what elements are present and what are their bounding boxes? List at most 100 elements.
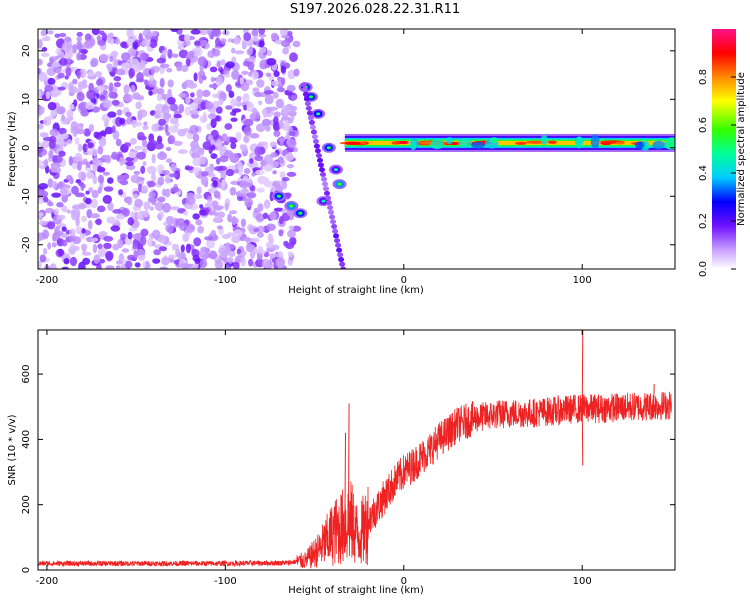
noise-blob: [227, 257, 234, 264]
trace-smear: [308, 120, 315, 126]
noise-blob: [220, 38, 227, 44]
spectrogram-x-ticks: -200 -100 0 100: [36, 29, 592, 286]
noise-blob: [103, 186, 114, 192]
noise-blob: [142, 261, 147, 268]
noise-blob: [223, 249, 229, 258]
noise-blob: [55, 230, 64, 236]
noise-blob: [78, 261, 86, 269]
noise-blob: [199, 204, 204, 209]
noise-blob: [275, 98, 284, 109]
noise-blob: [165, 146, 172, 152]
noise-blob: [107, 33, 112, 44]
trace-smear: [300, 82, 307, 88]
noise-blob: [137, 109, 148, 118]
noise-blob: [280, 65, 286, 74]
noise-blob: [221, 178, 226, 189]
noise-blob: [262, 108, 268, 119]
tone-bulge: [635, 141, 645, 149]
noise-blob: [38, 68, 41, 75]
noise-blob: [128, 67, 136, 78]
noise-blob: [73, 156, 83, 162]
noise-blob: [42, 229, 50, 240]
noise-blob: [103, 235, 114, 242]
noise-blob: [134, 262, 141, 268]
trace-smear: [329, 214, 336, 220]
noise-blob: [220, 170, 227, 180]
noise-blob: [243, 134, 250, 144]
noise-blob: [38, 220, 48, 226]
noise-blob: [258, 29, 266, 35]
noise-blob: [199, 209, 207, 216]
noise-blob: [140, 165, 146, 174]
noise-blob: [290, 115, 295, 121]
trace-smear: [328, 209, 335, 215]
noise-blob: [189, 124, 199, 135]
noise-blob: [87, 220, 93, 230]
noise-blob: [242, 236, 252, 242]
noise-blob: [151, 229, 161, 239]
noise-blob: [258, 40, 265, 48]
noise-blob: [267, 233, 273, 242]
noise-blob: [192, 133, 200, 143]
tone-hotspot: [391, 141, 400, 145]
y-tick-label: -20: [21, 237, 32, 253]
noise-blob: [253, 227, 260, 233]
noise-blob: [92, 174, 98, 185]
noise-blob: [141, 185, 148, 193]
noise-blob: [210, 153, 218, 160]
y-tick-label: -10: [21, 188, 32, 204]
noise-blob: [229, 187, 237, 196]
noise-blob: [212, 93, 220, 98]
noise-blob: [76, 36, 83, 42]
noise-blob: [41, 47, 48, 52]
noise-blob: [40, 29, 48, 37]
tone-bulge: [430, 139, 444, 150]
noise-blob: [197, 225, 205, 234]
noise-blob: [56, 202, 64, 208]
noise-blob: [47, 242, 52, 250]
noise-blob: [143, 201, 151, 210]
noise-blob: [140, 228, 149, 237]
noise-blob: [98, 137, 107, 147]
noise-blob: [221, 133, 228, 143]
noise-blob: [288, 131, 296, 137]
noise-blob: [68, 156, 73, 166]
noise-blob: [110, 71, 116, 77]
noise-blob: [75, 217, 80, 227]
tone-band: [344, 140, 675, 145]
noise-blob: [85, 161, 91, 169]
noise-blob: [233, 36, 241, 45]
noise-blob: [240, 218, 246, 228]
noise-blob: [269, 212, 277, 221]
trace-smear: [323, 186, 330, 192]
noise-blob: [170, 103, 179, 112]
noise-blob: [159, 77, 165, 88]
noise-blob: [102, 171, 110, 176]
noise-blob: [38, 39, 43, 49]
noise-blob: [166, 158, 172, 164]
noise-blob: [259, 46, 267, 54]
noise-blob: [90, 59, 97, 68]
noise-blob: [115, 38, 121, 45]
noise-blob: [154, 201, 165, 211]
noise-blob: [112, 209, 122, 214]
noise-blob: [51, 242, 57, 248]
noise-blob: [281, 177, 290, 182]
noise-blob: [159, 63, 170, 69]
noise-blob: [102, 90, 108, 95]
noise-blob: [255, 169, 265, 176]
noise-blob: [254, 91, 262, 98]
trace-smear: [322, 181, 328, 187]
noise-blob: [185, 243, 191, 254]
noise-blob: [263, 154, 273, 165]
colorbar-ticks: 0.0 0.2 0.4 0.6 0.8: [698, 69, 736, 277]
tone-bulge: [489, 137, 499, 144]
noise-blob: [72, 44, 77, 54]
noise-blob: [268, 106, 278, 111]
noise-blob: [199, 156, 207, 165]
tone-bulge: [652, 140, 665, 150]
noise-blob: [38, 260, 42, 269]
noise-blob: [161, 49, 169, 55]
noise-blob: [200, 175, 209, 186]
noise-blob: [289, 52, 298, 63]
